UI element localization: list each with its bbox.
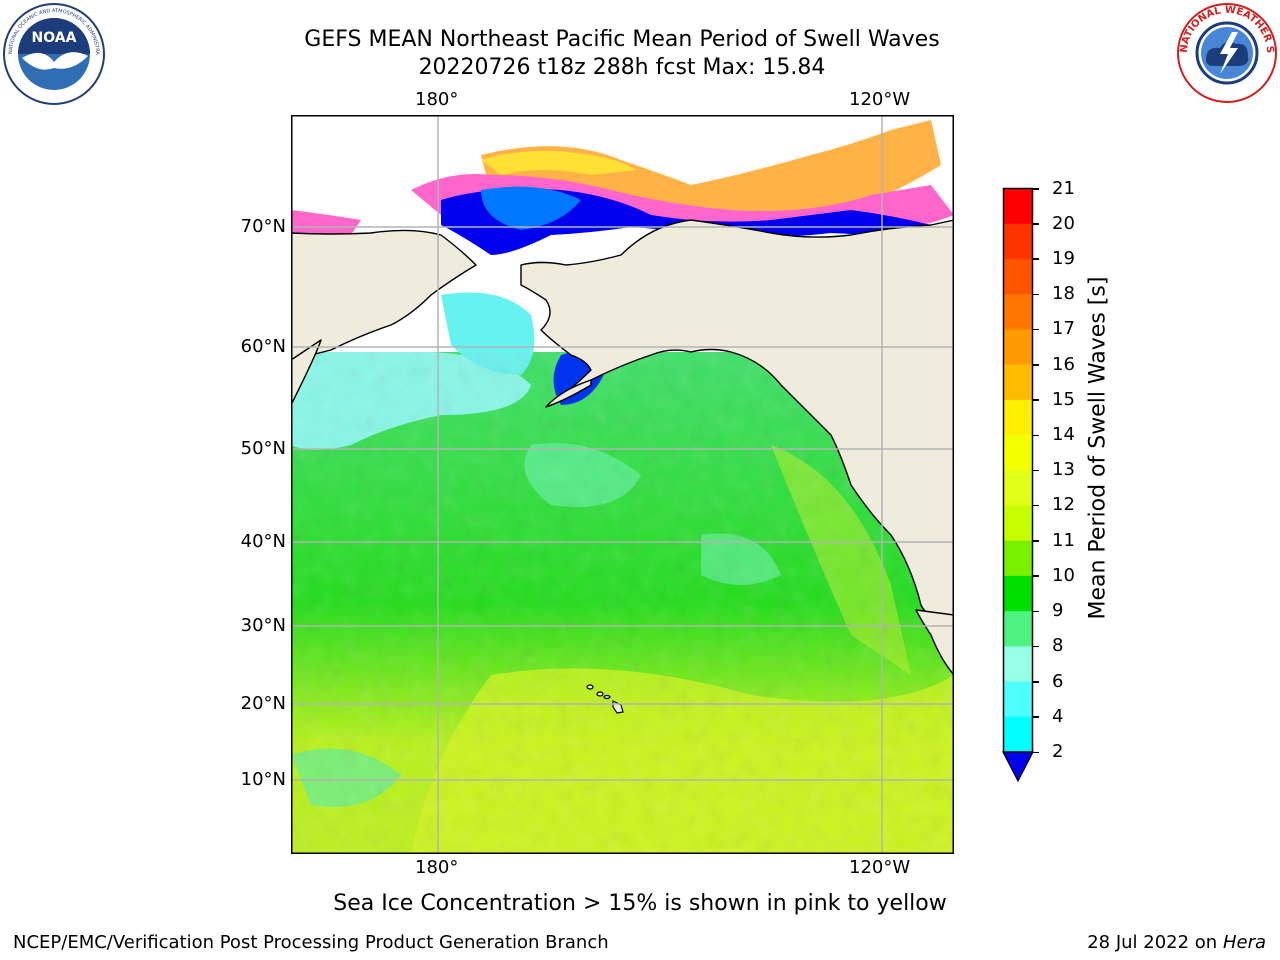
colorbar-tick-label: 18 [1052, 283, 1075, 305]
colorbar-tick-label: 2 [1052, 741, 1064, 762]
colorbar-tick-mark [1032, 540, 1039, 542]
lat-label-40n: 40°N [240, 531, 286, 552]
colorbar-tick-label: 9 [1052, 600, 1064, 622]
colorbar-under-arrow [1002, 751, 1034, 783]
colorbar-tick-mark [1032, 681, 1039, 683]
colorbar-tick-mark [1032, 469, 1039, 472]
colorbar-tick-label: 14 [1052, 424, 1075, 446]
colorbar-tick-mark [1032, 399, 1039, 401]
colorbar-tick-label: 8 [1052, 635, 1064, 657]
colorbar-tick-label: 15 [1052, 388, 1075, 410]
colorbar-tick-label: 11 [1052, 529, 1075, 551]
colorbar-tick-label: 13 [1052, 459, 1075, 481]
colorbar-segment [1003, 294, 1033, 330]
colorbar-tick-mark [1032, 223, 1039, 225]
colorbar-segment [1003, 364, 1033, 401]
lat-label-20n: 20°N [240, 693, 286, 714]
colorbar-tick-mark [1032, 188, 1039, 190]
colorbar-tick-label: 16 [1052, 353, 1075, 375]
colorbar-tick-mark [1032, 716, 1039, 718]
nws-logo: NATIONAL WEATHER SERVICE [1176, 2, 1277, 103]
colorbar-segment [1003, 611, 1033, 647]
colorbar-segment [1003, 540, 1033, 577]
colorbar-segment [1003, 716, 1033, 753]
colorbar-tick-label: 12 [1052, 494, 1075, 516]
colorbar-tick-label: 21 [1052, 177, 1075, 199]
lat-label-70n: 70°N [240, 216, 286, 237]
colorbar-tick-label: 4 [1052, 705, 1064, 727]
colorbar-segment [1003, 575, 1033, 612]
lat-label-10n: 10°N [240, 769, 286, 790]
lat-label-30n: 30°N [240, 615, 286, 636]
colorbar-segment [1003, 681, 1033, 718]
lon-label-bottom-120w: 120°W [849, 857, 911, 878]
colorbar-segment [1003, 329, 1033, 366]
colorbar-tick-mark [1032, 328, 1039, 331]
colorbar-tick-label: 19 [1052, 247, 1075, 269]
colorbar-tick-mark [1032, 434, 1039, 437]
colorbar-segment [1003, 470, 1033, 506]
noaa-logo-text: NOAA [32, 30, 77, 46]
colorbar-tick-mark [1032, 293, 1039, 296]
colorbar-tick-mark [1032, 364, 1039, 366]
sea-ice-note: Sea Ice Concentration > 15% is shown in … [333, 891, 947, 916]
colorbar [1002, 187, 1034, 783]
colorbar-segment [1003, 399, 1033, 436]
colorbar-tick-label: 20 [1052, 212, 1075, 234]
swell-period-map [291, 115, 954, 854]
lat-label-50n: 50°N [240, 438, 286, 459]
colorbar-tick-mark [1032, 258, 1039, 260]
colorbar-segment [1003, 223, 1033, 260]
colorbar-segment [1003, 505, 1033, 542]
colorbar-tick-mark [1032, 504, 1039, 507]
footer-host: Hera [1222, 932, 1266, 953]
colorbar-segment [1003, 258, 1033, 295]
colorbar-tick-mark [1032, 575, 1039, 577]
sea-ice-region [291, 120, 954, 405]
chart-title: GEFS MEAN Northeast Pacific Mean Period … [304, 27, 940, 52]
lon-label-top-180: 180° [415, 89, 459, 110]
graticule [291, 115, 954, 854]
colorbar-tick-label: 10 [1052, 564, 1075, 586]
footer-left: NCEP/EMC/Verification Post Processing Pr… [13, 932, 609, 953]
lon-label-top-120w: 120°W [849, 89, 911, 110]
colorbar-tick-mark [1032, 645, 1039, 648]
colorbar-tick-label: 6 [1052, 670, 1064, 692]
colorbar-segment [1003, 188, 1033, 225]
footer-date: 28 Jul 2022 on [1087, 932, 1218, 953]
colorbar-tick-mark [1032, 751, 1039, 753]
lat-label-60n: 60°N [240, 336, 286, 357]
chart-subtitle: 20220726 t18z 288h fcst Max: 15.84 [418, 55, 826, 80]
colorbar-label: Mean Period of Swell Waves [s] [1085, 276, 1111, 620]
noaa-logo: NOAA NATIONAL OCEANIC AND ATMOSPHERIC AD… [2, 2, 105, 105]
colorbar-tick-label: 17 [1052, 318, 1075, 340]
footer-right: 28 Jul 2022 on Hera [1087, 932, 1266, 954]
map-frame [291, 115, 954, 854]
colorbar-tick-mark [1032, 610, 1039, 613]
colorbar-segment [1003, 435, 1033, 471]
lon-label-bottom-180: 180° [415, 857, 459, 878]
colorbar-segment [1003, 646, 1033, 683]
